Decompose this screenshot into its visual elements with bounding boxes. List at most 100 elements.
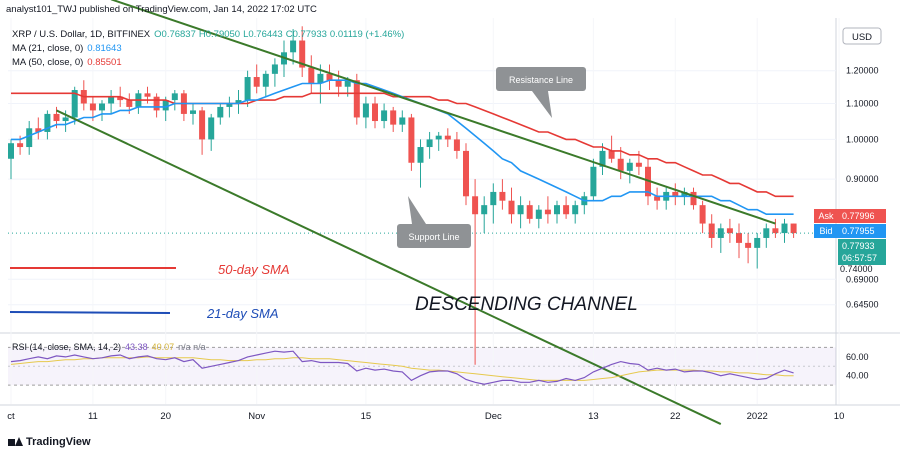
candle-body xyxy=(62,117,69,122)
candle-body xyxy=(35,128,42,132)
symbol-title: XRP / U.S. Dollar, 1D, BITFINEX O0.76837 H… xyxy=(12,29,404,40)
y-tick-label: 0.69000 xyxy=(846,274,879,284)
candle-body xyxy=(199,110,206,140)
countdown-value: 06:57:57 xyxy=(842,253,877,263)
candle-body xyxy=(781,223,788,234)
rsi-line xyxy=(10,350,794,385)
candle-body xyxy=(226,103,233,107)
candle-body xyxy=(481,205,488,215)
x-tick-label: 10 xyxy=(834,411,845,422)
candle-body xyxy=(99,103,105,111)
support-callout-text: Support Line xyxy=(408,232,459,242)
candle-body xyxy=(635,162,642,167)
candle-body xyxy=(144,93,151,97)
candle-body xyxy=(654,196,661,201)
candle-body xyxy=(299,40,306,68)
y-tick-label: 0.64500 xyxy=(846,300,879,310)
last-price-value: 0.77933 xyxy=(842,241,875,251)
sma21-legend-line xyxy=(9,311,171,314)
candle-body xyxy=(599,150,606,167)
candle-body xyxy=(544,209,551,215)
x-tick-label: 11 xyxy=(88,411,98,422)
candle-body xyxy=(117,96,124,101)
sma21-annotation: 21-day SMA xyxy=(206,306,279,321)
candle-body xyxy=(626,162,633,171)
candle-body xyxy=(444,135,451,140)
publish-attribution: analyst101_TWJ published on TradingView.… xyxy=(6,4,317,15)
currency-button[interactable]: USD xyxy=(842,27,882,45)
ask-label: Ask xyxy=(818,211,834,221)
candle-body xyxy=(508,200,515,215)
candle-body xyxy=(235,100,242,104)
x-tick-label: 2022 xyxy=(747,411,768,422)
tradingview-logo[interactable]: TradingView xyxy=(8,436,91,448)
candle-body xyxy=(390,110,397,125)
candle-body xyxy=(426,139,433,148)
candle-body xyxy=(590,166,597,197)
tradingview-logo-icon xyxy=(8,437,23,447)
candle-body xyxy=(89,103,96,111)
candle-body xyxy=(617,158,624,171)
candle-body xyxy=(526,205,533,219)
candle-body xyxy=(535,209,542,219)
ma21-legend: MA (21, close, 0) 0.81643 xyxy=(12,43,122,54)
x-tick-label: 13 xyxy=(588,411,599,422)
candle-body xyxy=(563,205,570,215)
rsi-tick-label: 40.00 xyxy=(846,371,869,381)
candle-body xyxy=(754,237,761,248)
y-tick-label: 1.00000 xyxy=(846,134,879,144)
candle-body xyxy=(608,150,615,159)
candle-body xyxy=(772,228,779,234)
candle-body xyxy=(244,77,251,101)
candle-body xyxy=(353,80,360,118)
sma50-annotation: 50-day SMA xyxy=(218,262,290,277)
candle-body xyxy=(699,205,706,224)
support-trendline[interactable] xyxy=(56,109,722,425)
candle-body xyxy=(763,228,770,238)
candle-body xyxy=(271,64,278,74)
candle-body xyxy=(44,113,51,132)
candle-body xyxy=(672,191,679,197)
candle-body xyxy=(171,93,178,101)
candle-body xyxy=(572,205,579,215)
bid-label: Bid xyxy=(819,226,832,236)
candle-body xyxy=(162,100,169,111)
candle-body xyxy=(108,96,115,104)
x-tick-label: 20 xyxy=(160,411,171,422)
candle-body xyxy=(362,103,369,118)
resistance-trendline[interactable] xyxy=(110,0,776,225)
resistance-callout: Resistance Line xyxy=(496,67,586,118)
candle-body xyxy=(372,103,378,122)
x-tick-label: ct xyxy=(7,411,15,422)
candle-body xyxy=(472,196,479,215)
candle-body xyxy=(381,110,388,122)
x-tick-label: 15 xyxy=(361,411,372,422)
resistance-callout-text: Resistance Line xyxy=(509,75,573,85)
bid-tag: Bid 0.77955 xyxy=(814,224,886,238)
candle-body xyxy=(335,80,342,87)
candle-body xyxy=(326,73,333,81)
support-callout: Support Line xyxy=(397,196,471,248)
candle-body xyxy=(708,223,715,238)
candle-body xyxy=(408,117,415,163)
candle-body xyxy=(417,147,424,163)
tradingview-brand: TradingView xyxy=(26,436,91,448)
x-tick-label: 22 xyxy=(670,411,681,422)
rsi-band xyxy=(8,347,836,386)
x-tick-label: Nov xyxy=(248,411,265,422)
candle-body xyxy=(290,40,297,53)
candle-body xyxy=(690,191,697,206)
candle-body xyxy=(208,117,215,140)
candle-body xyxy=(344,80,351,87)
x-tick-label: Dec xyxy=(485,411,502,422)
candle-body xyxy=(745,242,752,248)
candle-body xyxy=(435,135,442,140)
candle-body xyxy=(681,191,688,197)
rsi-sma-line xyxy=(10,356,794,381)
candle-body xyxy=(453,139,460,151)
candle-body xyxy=(308,67,315,84)
rsi-tick-label: 60.00 xyxy=(846,352,869,362)
candle-body xyxy=(790,223,797,234)
candle-body xyxy=(217,106,224,118)
ask-value: 0.77996 xyxy=(842,211,875,221)
